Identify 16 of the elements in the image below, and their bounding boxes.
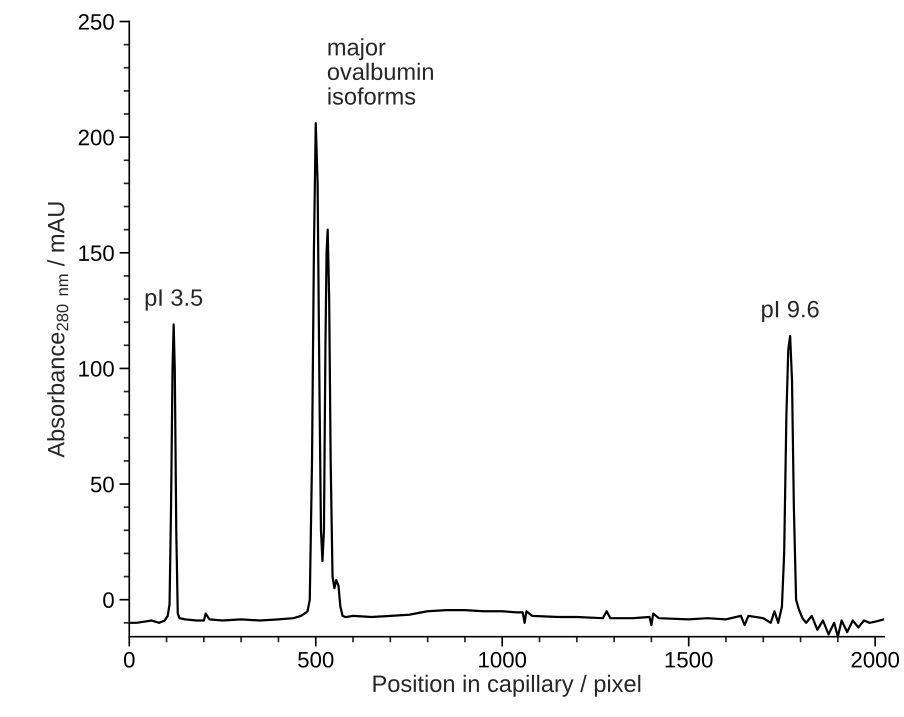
x-tick-label: 2000 [852, 652, 900, 668]
x-tick-label: 1000 [479, 652, 526, 668]
x-tick-label: 500 [298, 652, 334, 668]
y-tick-label: 150 [79, 245, 114, 262]
x-tick-label: 0 [124, 652, 135, 668]
x-tick-label: 1500 [666, 652, 713, 668]
x-axis-title: Position in capillary / pixel [373, 674, 640, 697]
y-tick-label: 50 [90, 476, 114, 492]
y-tick-label: 200 [78, 130, 114, 146]
y-tick-label: 250 [78, 14, 114, 30]
y-tick-label: 0 [103, 592, 114, 608]
annotation: major ovalbumin isoforms [328, 38, 433, 105]
y-tick-label: 100 [79, 360, 114, 377]
annotation: pI 3.5 [146, 289, 202, 311]
y-axis-title: Absorbance$_{280 nm}$ / mAU [47, 202, 68, 458]
annotation: pI 9.6 [762, 300, 819, 322]
